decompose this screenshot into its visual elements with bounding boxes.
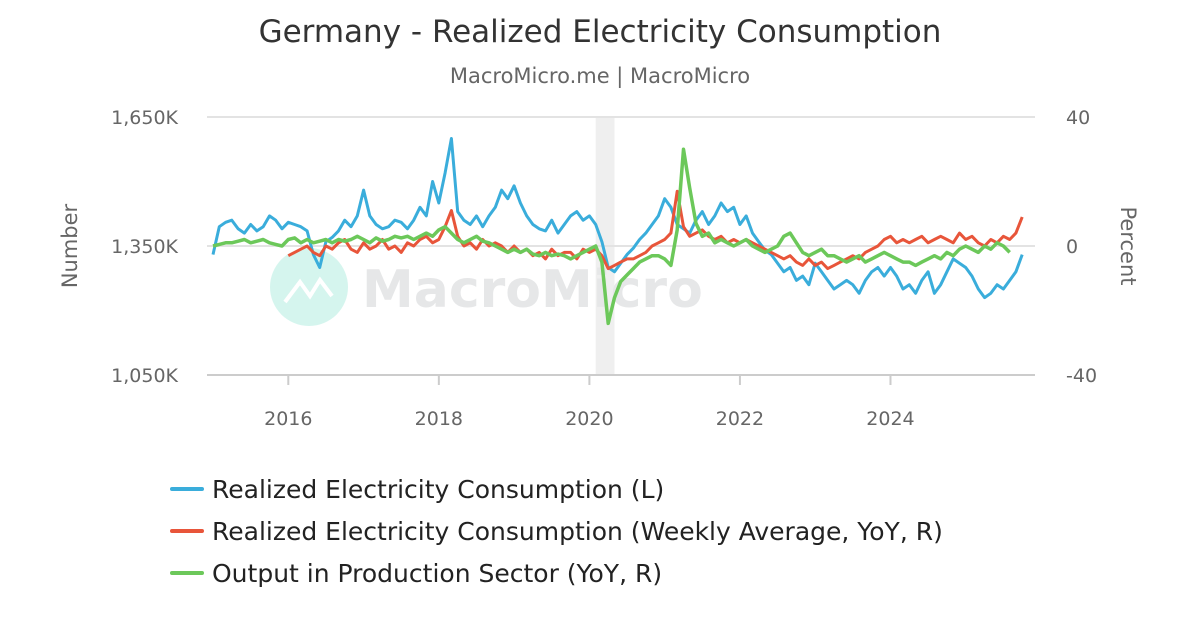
legend-item-consumption-yoy[interactable]: Realized Electricity Consumption (Weekly… [170, 510, 943, 552]
x-tick-label: 2020 [565, 408, 613, 430]
legend-swatch-blue [170, 487, 204, 491]
series-production-output-line [212, 147, 1011, 326]
y-left-tick-label: 1,350K [111, 236, 178, 258]
legend: Realized Electricity Consumption (L) Rea… [170, 468, 943, 594]
watermark-logo-icon [270, 248, 348, 326]
watermark-logo-mark [283, 276, 334, 304]
legend-swatch-red [170, 529, 204, 533]
y-right-tick-label: -40 [1066, 365, 1097, 387]
x-tick-label: 2016 [264, 408, 312, 430]
legend-swatch-green [170, 571, 204, 575]
legend-label: Realized Electricity Consumption (Weekly… [212, 516, 943, 546]
chart-title: Germany - Realized Electricity Consumpti… [258, 14, 942, 50]
series-consumption-yoy-line [287, 189, 1024, 271]
legend-label: Realized Electricity Consumption (L) [212, 474, 665, 504]
y-right-tick-label: 0 [1066, 236, 1078, 258]
legend-label: Output in Production Sector (YoY, R) [212, 558, 663, 588]
series-consumption-line [211, 137, 1024, 300]
y-left-tick-label: 1,650K [111, 107, 178, 129]
x-tick-label: 2024 [866, 408, 914, 430]
chart-subtitle: MacroMicro.me | MacroMicro [449, 64, 751, 88]
x-tick-label: 2018 [415, 408, 463, 430]
y-left-tick-label: 1,050K [111, 365, 178, 387]
watermark-text: MacroMicro [362, 260, 703, 320]
legend-item-production-output[interactable]: Output in Production Sector (YoY, R) [170, 552, 943, 594]
y-left-axis-title: Number [58, 203, 82, 288]
legend-item-consumption[interactable]: Realized Electricity Consumption (L) [170, 468, 943, 510]
y-right-axis-title: Percent [1116, 206, 1140, 285]
y-right-tick-label: 40 [1066, 107, 1090, 129]
x-tick-label: 2022 [716, 408, 764, 430]
